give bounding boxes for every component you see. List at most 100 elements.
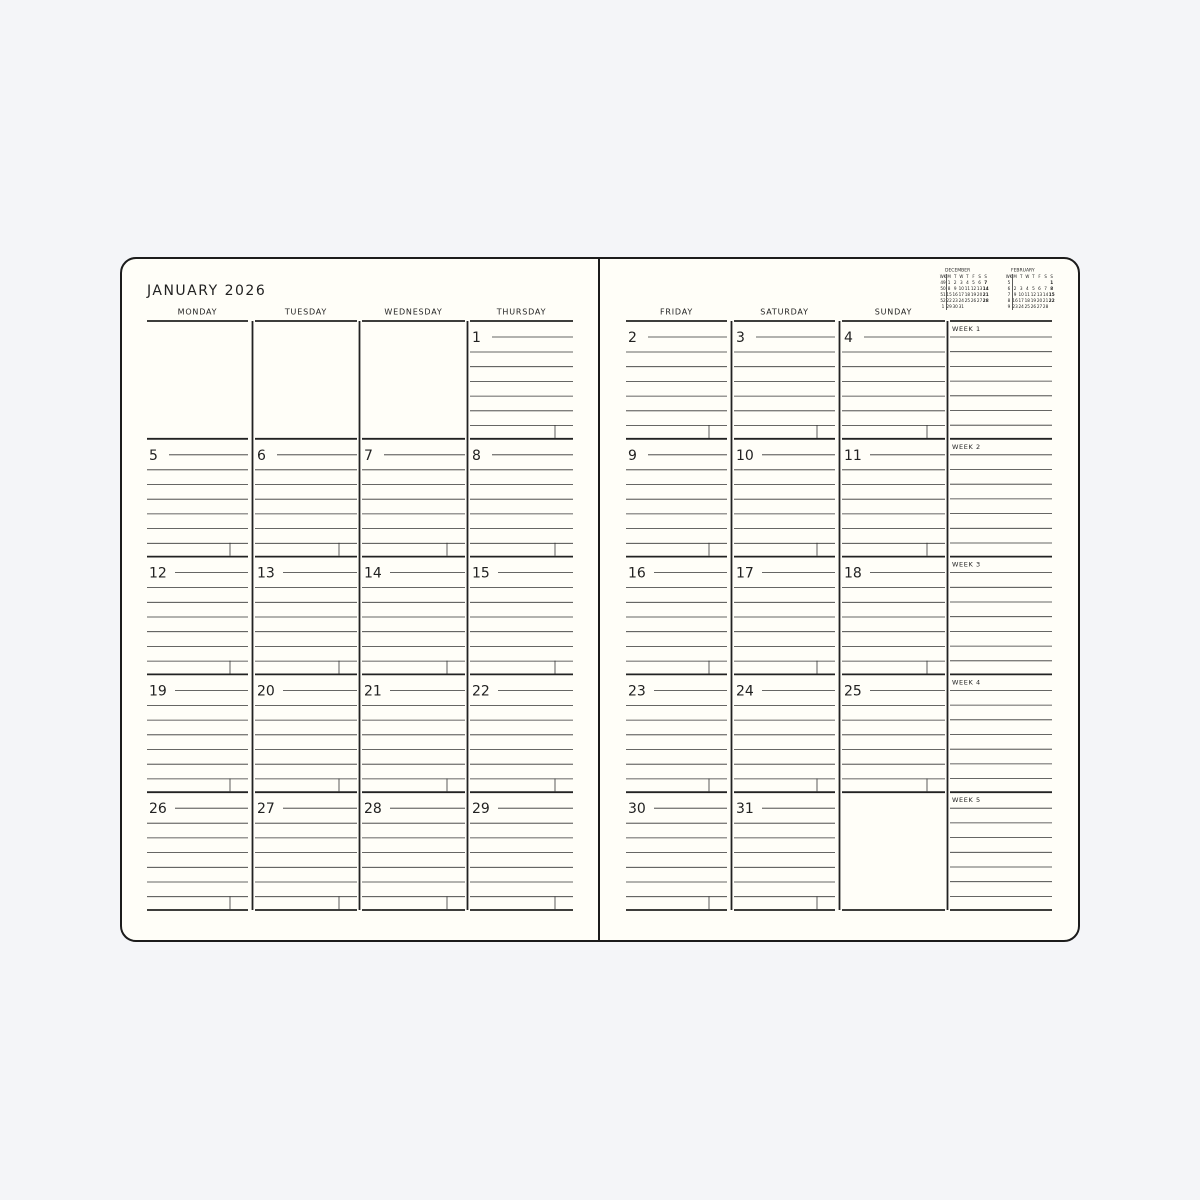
day-number: 4 (844, 330, 853, 346)
mini-day: 7 (1044, 286, 1047, 291)
mini-day: 9 (1014, 292, 1017, 297)
mini-day: 22 (946, 298, 952, 303)
mini-day: 5 (1032, 286, 1035, 291)
mini-day: 18 (965, 292, 971, 297)
mini-day: 7 (984, 280, 987, 285)
mini-day: 18 (1025, 298, 1031, 303)
mini-day: 26 (971, 298, 977, 303)
mini-day: 23 (953, 298, 959, 303)
mini-day: 19 (1031, 298, 1037, 303)
mini-day: 21 (1043, 298, 1049, 303)
mini-day: 27 (1037, 304, 1043, 309)
weekday: SATURDAY (760, 308, 809, 317)
mini-header: M (1013, 274, 1017, 279)
day-number: 26 (149, 801, 167, 817)
mini-header: T (965, 274, 969, 279)
mini-day: 29 (946, 304, 952, 309)
mini-day: 21 (983, 292, 989, 297)
mini-day: 2 (1014, 286, 1017, 291)
mini-day: 31 (959, 304, 965, 309)
mini-day: 1 (942, 304, 945, 309)
weekday: THURSDAY (496, 308, 547, 317)
day-number: 2 (628, 330, 637, 346)
day-number: 24 (736, 683, 754, 699)
mini-day: 23 (1012, 304, 1018, 309)
weekday: FRIDAY (660, 308, 693, 317)
mini-month: FEBRUARY (1011, 268, 1035, 274)
mini-header: S (984, 274, 987, 279)
mini-day: 11 (1025, 292, 1031, 297)
weekday: SUNDAY (875, 308, 912, 317)
mini-day: 12 (971, 286, 977, 291)
mini-day: 12 (1031, 292, 1037, 297)
mini-day: 10 (959, 286, 965, 291)
mini-day: 1 (948, 280, 951, 285)
mini-day: 11 (965, 286, 971, 291)
mini-day: 8 (948, 286, 951, 291)
mini-day: 16 (953, 292, 959, 297)
mini-day: 10 (1019, 292, 1025, 297)
day-number: 29 (472, 801, 490, 817)
mini-day: 14 (1043, 292, 1049, 297)
mini-day: 22 (1049, 298, 1055, 303)
mini-day: 9 (954, 286, 957, 291)
mini-header: W (959, 274, 963, 279)
mini-day: 8 (1008, 298, 1011, 303)
mini-day: 6 (1008, 286, 1011, 291)
mini-day: 52 (940, 298, 946, 303)
mini-day: 15 (946, 292, 952, 297)
day-number: 21 (364, 683, 382, 699)
day-number: 10 (736, 448, 754, 464)
day-number: 1 (472, 330, 481, 346)
day-number: 3 (736, 330, 745, 346)
mini-header: S (1050, 274, 1053, 279)
mini-day: 20 (977, 292, 983, 297)
mini-day: 7 (1008, 292, 1011, 297)
mini-day: 49 (940, 280, 946, 285)
weekday: WEDNESDAY (384, 308, 442, 317)
day-number: 31 (736, 801, 754, 817)
mini-day: 30 (953, 304, 959, 309)
day-number: 17 (736, 566, 754, 582)
mini-month: DECEMBER (945, 268, 970, 274)
mini-header: F (972, 274, 975, 279)
mini-day: 24 (959, 298, 965, 303)
day-number: 9 (628, 448, 637, 464)
mini-day: 51 (940, 292, 946, 297)
mini-header: WK (1006, 274, 1013, 279)
mini-day: 28 (983, 298, 989, 303)
day-number: 22 (472, 683, 490, 699)
weekday: TUESDAY (284, 308, 327, 317)
day-number: 27 (257, 801, 275, 817)
day-number: 6 (257, 448, 266, 464)
mini-day: 17 (959, 292, 965, 297)
mini-day: 24 (1019, 304, 1025, 309)
mini-day: 3 (960, 280, 963, 285)
mini-header: T (1031, 274, 1035, 279)
mini-day: 25 (965, 298, 971, 303)
weekday: MONDAY (178, 308, 218, 317)
mini-header: WK (940, 274, 947, 279)
mini-header: T (953, 274, 957, 279)
day-number: 5 (149, 448, 158, 464)
month-title: JANUARY 2026 (146, 283, 266, 299)
day-number: 11 (844, 448, 862, 464)
mini-day: 5 (972, 280, 975, 285)
week-label: WEEK 1 (952, 325, 981, 333)
day-number: 20 (257, 683, 275, 699)
day-number: 8 (472, 448, 481, 464)
day-number: 13 (257, 566, 275, 582)
mini-day: 26 (1031, 304, 1037, 309)
mini-day: 6 (978, 280, 981, 285)
day-number: 14 (364, 566, 382, 582)
mini-day: 28 (1043, 304, 1049, 309)
mini-day: 15 (1049, 292, 1055, 297)
mini-day: 5 (1008, 280, 1011, 285)
mini-day: 13 (1037, 292, 1043, 297)
mini-day: 27 (977, 298, 983, 303)
mini-day: 13 (977, 286, 983, 291)
mini-day: 3 (1020, 286, 1023, 291)
day-number: 25 (844, 683, 862, 699)
mini-header: W (1025, 274, 1029, 279)
